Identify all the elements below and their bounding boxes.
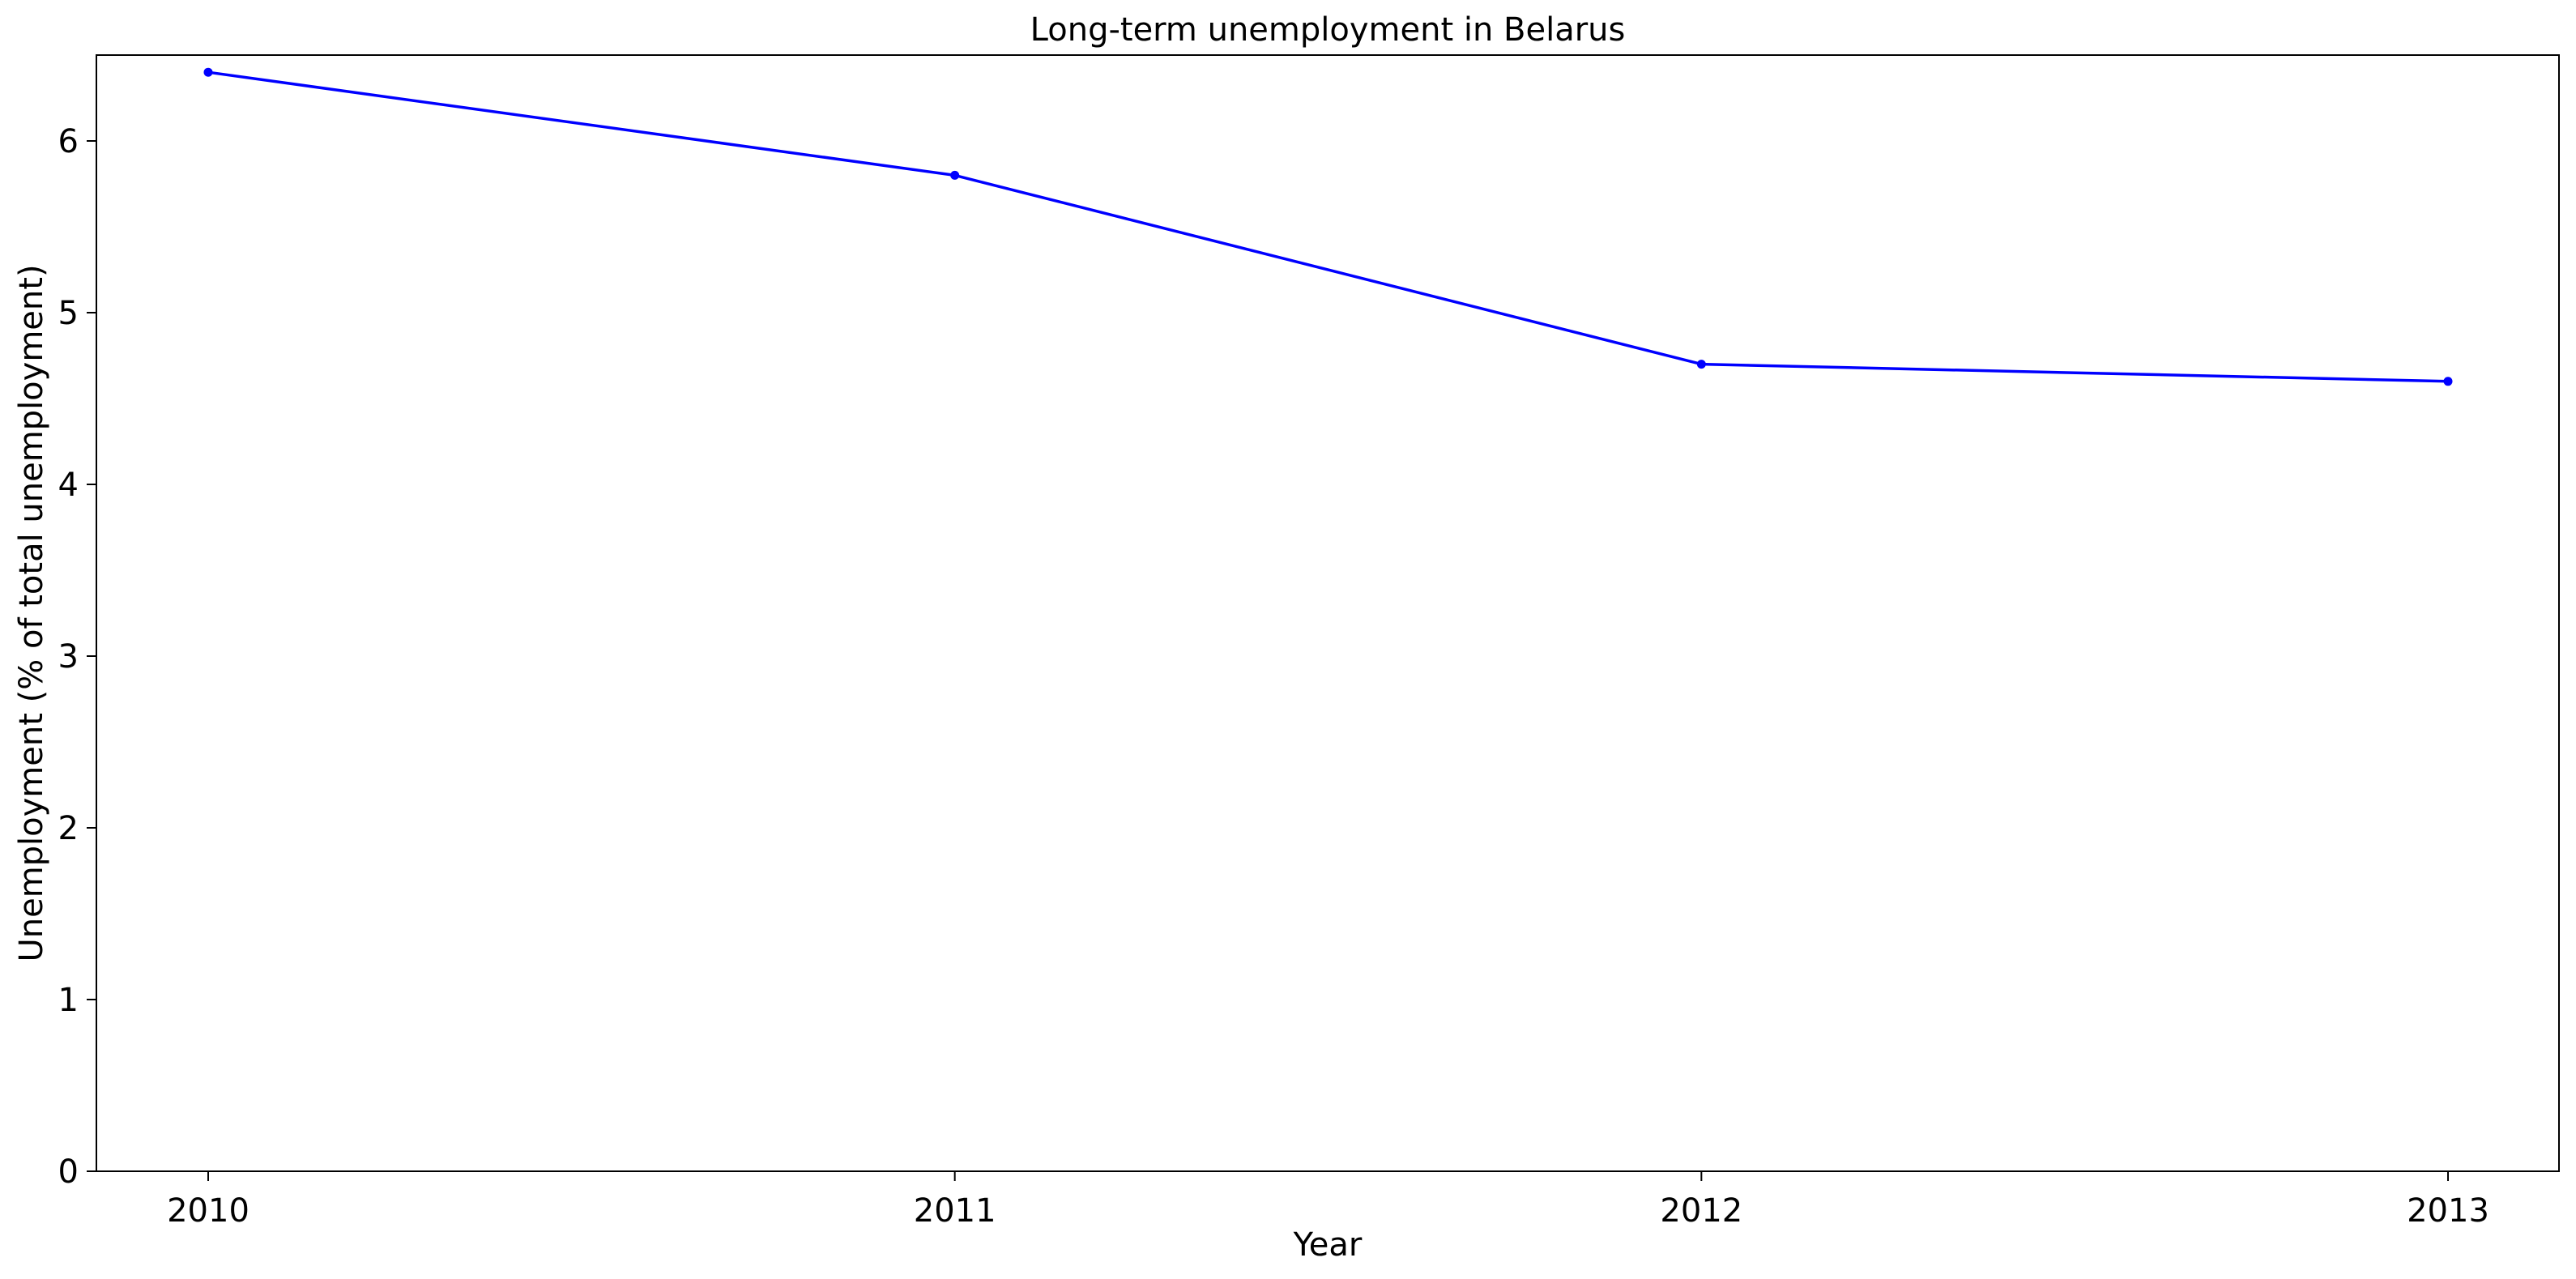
x-tick-label-1: 2011 [914, 1192, 996, 1230]
x-tick-label-0: 2010 [167, 1192, 249, 1230]
x-tick-label-3: 2013 [2407, 1192, 2489, 1230]
y-tick-label-6: 6 [58, 123, 79, 160]
y-tick-label-5: 5 [58, 295, 79, 332]
y-axis-ticks: 0 1 2 3 4 5 6 [58, 123, 96, 1191]
y-tick-label-4: 4 [58, 467, 79, 504]
chart-title: Long-term unemployment in Belarus [1030, 11, 1626, 49]
data-point-2013 [2443, 377, 2453, 386]
y-tick-label-2: 2 [58, 810, 79, 847]
data-point-2011 [950, 170, 960, 180]
x-axis-label: Year [1293, 1226, 1363, 1264]
data-point-2010 [203, 67, 213, 77]
series-group [203, 67, 2453, 386]
data-point-2012 [1696, 360, 1706, 369]
plot-area-frame [96, 54, 2560, 1172]
y-tick-label-1: 1 [58, 982, 79, 1019]
y-axis-label: Unemployment (% of total unemployment) [13, 264, 50, 961]
x-tick-label-2: 2012 [1660, 1192, 1742, 1230]
x-axis-ticks: 2010 2011 2012 2013 [167, 1171, 2489, 1230]
y-tick-label-0: 0 [58, 1153, 79, 1191]
series-line-0 [207, 70, 2449, 383]
y-tick-label-3: 3 [58, 638, 79, 676]
